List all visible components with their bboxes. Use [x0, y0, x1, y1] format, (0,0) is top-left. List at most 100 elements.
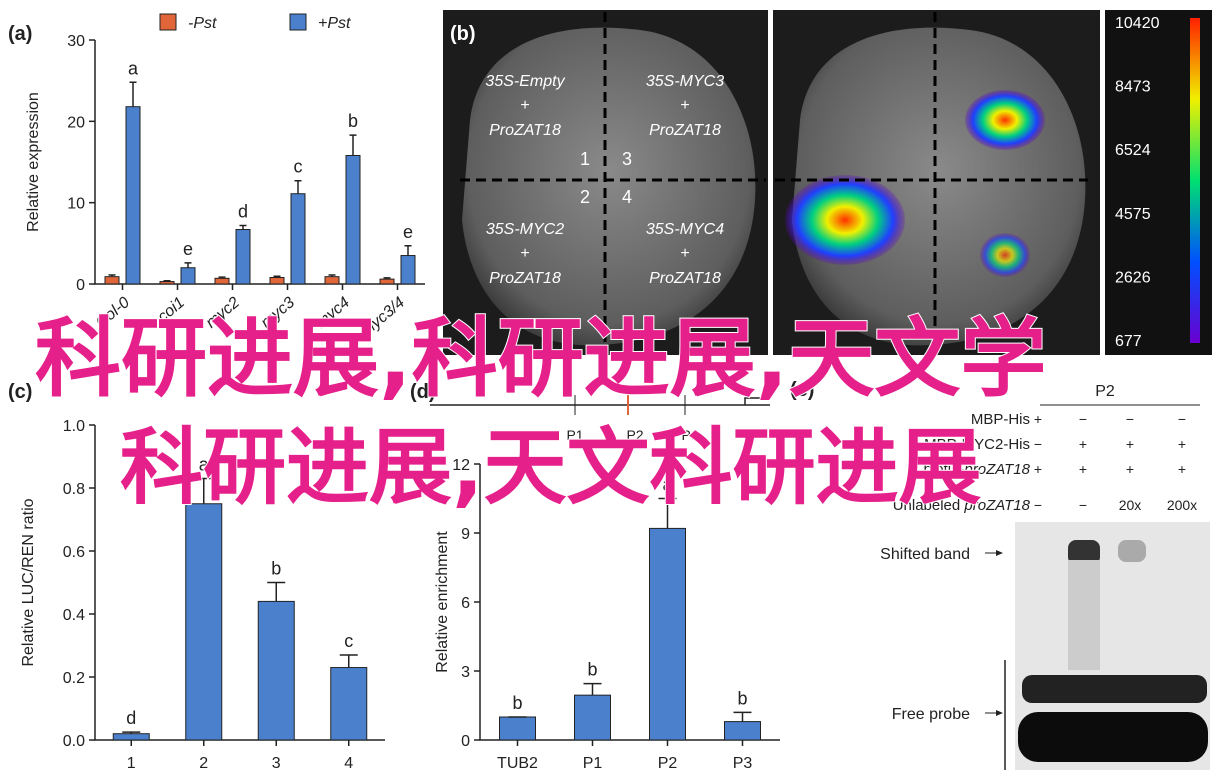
error-bar [218, 276, 226, 279]
y-tick-label: 6 [461, 595, 470, 612]
quadrant-number: 4 [622, 187, 632, 207]
promoter-label: ProZAT18 [489, 122, 561, 139]
overlay-text: 科研进展,科研进展,天文学 [35, 309, 1046, 409]
significance-letter: b [271, 559, 281, 579]
promoter-region: P3 [681, 427, 698, 443]
leaf-image-left [443, 10, 768, 355]
y-tick-label: 20 [67, 114, 85, 131]
y-axis-label: Relative enrichment [434, 531, 451, 673]
y-tick-label: 0 [461, 733, 470, 750]
y-tick-label: 0.4 [63, 607, 85, 624]
legend-swatch [159, 13, 177, 31]
significance-letter: a [128, 58, 139, 78]
error-bar [583, 682, 602, 696]
promoter-label: ProZAT18 [649, 270, 721, 287]
cell: − [1079, 411, 1087, 427]
quadrant-number: 3 [622, 149, 632, 169]
error-bar [658, 497, 677, 529]
panel-label: (b) [450, 23, 476, 45]
colorbar-label: 6524 [1115, 142, 1151, 159]
significance-letter: b [348, 111, 358, 131]
error-bar [194, 477, 213, 504]
bar [400, 255, 416, 285]
x-tick-label: P3 [733, 755, 753, 772]
significance-letter: b [587, 660, 597, 680]
colorbar-label: 8473 [1115, 79, 1151, 96]
cell: + [1178, 461, 1186, 477]
y-tick-label: 3 [461, 664, 470, 681]
panel-label: (e) [790, 379, 814, 401]
significance-letter: c [294, 157, 303, 177]
x-tick-label: 4 [344, 755, 353, 772]
plus-sign: + [520, 97, 529, 114]
y-axis-label: Relative expression [25, 92, 42, 232]
bar [257, 600, 295, 741]
legend-label: -Pst [188, 15, 217, 32]
colorbar-label: 10420 [1115, 15, 1160, 32]
y-tick-label: 9 [461, 526, 470, 543]
legend-label: +Pst [318, 15, 351, 32]
gel-image [985, 404, 1210, 770]
bar [499, 716, 536, 741]
legend-swatch [289, 13, 307, 31]
y-tick-label: 0.8 [63, 481, 85, 498]
y-tick-label: 1.0 [63, 418, 85, 435]
y-tick-label: 10 [67, 196, 85, 213]
colorbar-label: 677 [1115, 333, 1142, 350]
colorbar [1105, 10, 1212, 355]
error-bar [404, 245, 412, 256]
construct-label: 35S-MYC2 [486, 221, 564, 238]
colorbar-label: 4575 [1115, 206, 1151, 223]
error-bar [328, 274, 336, 277]
cell: + [1034, 461, 1042, 477]
cell: − [1178, 411, 1186, 427]
cell: + [1034, 411, 1042, 427]
x-tick-label: 1 [127, 755, 136, 772]
x-tick-label: 3 [272, 755, 281, 772]
cell: + [1126, 436, 1134, 452]
axis [94, 40, 425, 285]
panel-label: (c) [8, 381, 32, 403]
quadrant-number: 1 [580, 149, 590, 169]
error-bar [129, 81, 137, 107]
promoter-region: P2 [626, 427, 643, 443]
cell: 200x [1167, 497, 1197, 513]
overlay-text: 科研进展,天文科研进展 [120, 419, 982, 516]
bar [235, 229, 251, 285]
colorbar-label: 2626 [1115, 269, 1151, 286]
y-tick-label: 0.0 [63, 733, 85, 750]
cell: + [1079, 461, 1087, 477]
bar [345, 154, 361, 285]
cell: − [1126, 411, 1134, 427]
y-tick-label: 0.2 [63, 670, 85, 687]
bar [574, 694, 611, 741]
error-bar [108, 274, 116, 277]
bar [269, 276, 285, 285]
cell: − [1034, 436, 1042, 452]
error-bar [267, 581, 286, 602]
significance-letter: e [403, 222, 413, 242]
error-bar [383, 277, 391, 280]
x-tick-label: P1 [583, 755, 603, 772]
error-bar [339, 654, 358, 668]
bar [180, 267, 196, 285]
promoter-schematic [430, 395, 770, 415]
plus-sign: + [680, 245, 689, 262]
error-bar [349, 134, 357, 156]
bar [290, 193, 306, 285]
band-label: Shifted band [880, 546, 970, 563]
row-label: biotin-proZAT18 [924, 461, 1031, 478]
panel-label: (a) [8, 23, 32, 45]
row-label: MBP-His [971, 411, 1030, 428]
significance-letter: b [737, 688, 747, 708]
cell: 20x [1119, 497, 1142, 513]
y-tick-label: 0.6 [63, 544, 85, 561]
error-bar [239, 224, 247, 230]
significance-letter: d [126, 708, 136, 728]
row-label: Unlabeled proZAT18 [893, 497, 1031, 514]
bar [324, 276, 340, 285]
y-tick-label: 12 [452, 457, 470, 474]
y-tick-label: 30 [67, 33, 85, 50]
construct-label: 35S-MYC3 [646, 73, 724, 90]
